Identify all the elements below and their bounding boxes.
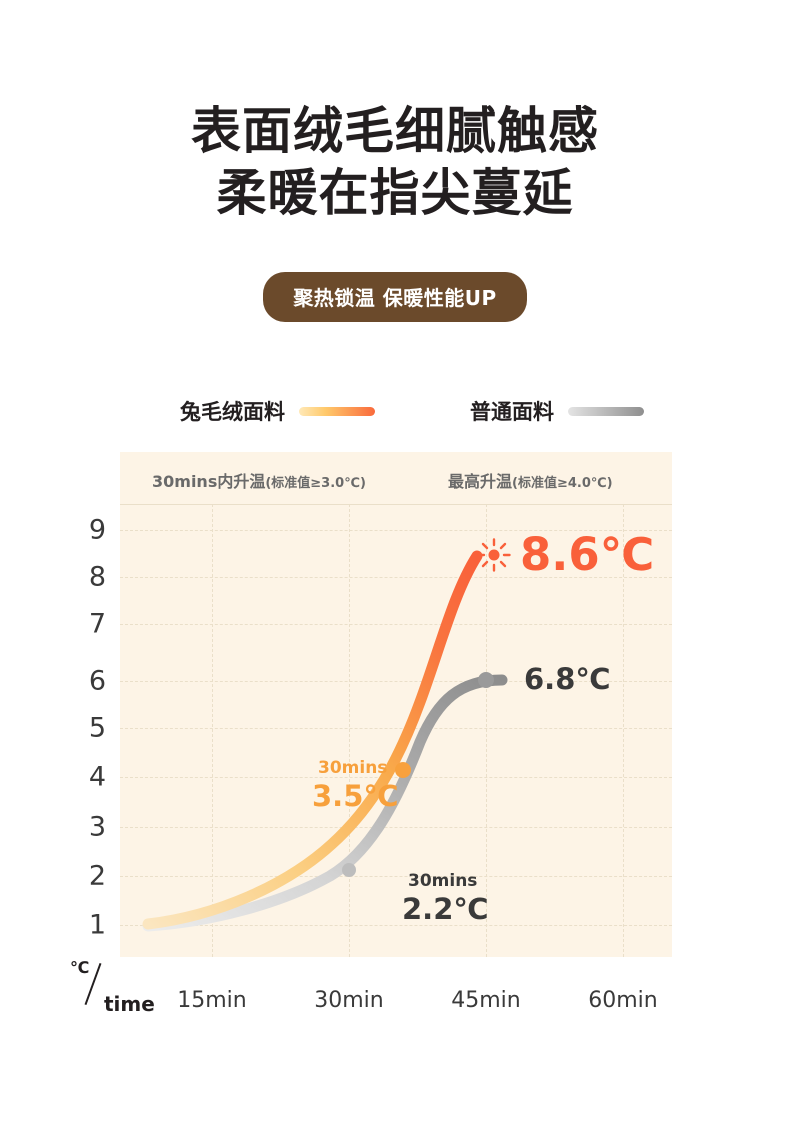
gridline-h-7 (120, 624, 672, 625)
panel-header-right-sub: (标准值≥4.0℃) (512, 476, 613, 491)
legend-swatch-ordinary (568, 406, 644, 416)
gridline-v-45min (486, 504, 487, 957)
legend-item-rabbit-fur: 兔毛绒面料 (180, 396, 375, 426)
gridline-v-60min (623, 504, 624, 957)
panel-header-left: 30mins内升温(标准值≥3.0℃) (152, 468, 366, 492)
y-axis: 9 8 7 6 5 4 3 2 1 (60, 452, 116, 957)
gridline-h-5 (120, 728, 672, 729)
marker-ordinary-peak (478, 672, 494, 688)
gridline-v-30min (349, 504, 350, 957)
sparkle-icon (477, 538, 511, 572)
feature-badge: 聚热锁温 保暖性能UP (263, 272, 527, 322)
legend-label-rabbit-fur: 兔毛绒面料 (180, 400, 285, 424)
x-tick-30min: 30min (314, 988, 384, 1013)
panel-header-right: 最高升温(标准值≥4.0℃) (448, 468, 613, 492)
gridline-v-15min (212, 504, 213, 957)
y-tick-6: 6 (88, 665, 106, 697)
annotation-peak-rabbit: 8.6℃ (520, 528, 655, 581)
y-tick-7: 7 (88, 608, 106, 640)
chart-curves (142, 550, 508, 932)
x-tick-60min: 60min (588, 988, 658, 1013)
gridline-h-8 (120, 577, 672, 578)
y-tick-4: 4 (88, 761, 106, 793)
gridline-h-2 (120, 876, 672, 877)
x-tick-15min: 15min (177, 988, 247, 1013)
gridline-h-1 (120, 925, 672, 926)
marker-rabbit-30min (395, 762, 411, 778)
legend-item-ordinary: 普通面料 (470, 396, 644, 426)
y-tick-1: 1 (88, 909, 106, 941)
headline-line-1: 表面绒毛细腻触感 (191, 102, 599, 160)
page-title: 表面绒毛细腻触感 柔暖在指尖蔓延 (0, 100, 790, 224)
annotation-30min-rabbit-value: 3.5℃ (312, 779, 399, 813)
marker-ordinary-30min (342, 863, 356, 877)
y-tick-9: 9 (88, 514, 106, 546)
y-tick-8: 8 (88, 561, 106, 593)
x-axis: 15min 30min 45min 60min (120, 988, 720, 1022)
gridline-h-3 (120, 827, 672, 828)
chart-panel: 30mins内升温(标准值≥3.0℃) 最高升温(标准值≥4.0℃) (120, 452, 672, 957)
y-axis-unit: ℃ (70, 958, 90, 977)
badge-container: 聚热锁温 保暖性能UP (0, 272, 790, 322)
annotation-30min-ordinary-value: 2.2℃ (402, 892, 489, 926)
y-tick-5: 5 (88, 712, 106, 744)
chart-legend: 兔毛绒面料 普通面料 (150, 396, 690, 430)
panel-header-left-sub: (标准值≥3.0℃) (265, 476, 366, 491)
legend-swatch-rabbit-fur (299, 406, 375, 416)
y-tick-3: 3 (88, 811, 106, 843)
annotation-30min-rabbit-label: 30mins (318, 758, 388, 778)
y-tick-2: 2 (88, 860, 106, 892)
curve-rabbit-fur (142, 550, 483, 930)
panel-header-left-main: 30mins内升温 (152, 472, 266, 491)
panel-header-right-main: 最高升温 (448, 472, 513, 491)
gridline-h-4 (120, 777, 672, 778)
x-tick-45min: 45min (451, 988, 521, 1013)
x-axis-unit: time (104, 992, 155, 1016)
annotation-30min-ordinary-label: 30mins (408, 871, 478, 891)
panel-header: 30mins内升温(标准值≥3.0℃) 最高升温(标准值≥4.0℃) (120, 452, 672, 505)
curve-ordinary-fabric (142, 674, 508, 932)
annotation-peak-ordinary: 6.8℃ (524, 662, 611, 696)
gridline-h-9 (120, 530, 672, 531)
headline-line-2: 柔暖在指尖蔓延 (216, 164, 574, 222)
legend-label-ordinary: 普通面料 (470, 400, 554, 424)
gridline-h-6 (120, 681, 672, 682)
